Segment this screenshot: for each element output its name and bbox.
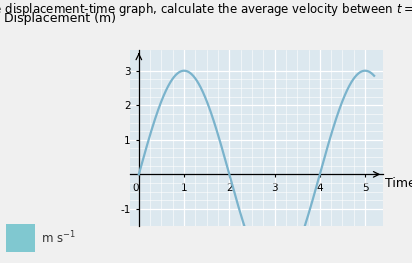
Text: $\mathrm{m\ s^{-1}}$: $\mathrm{m\ s^{-1}}$ [41, 230, 76, 246]
Text: Displacement (m): Displacement (m) [4, 12, 116, 25]
Text: Time (s): Time (s) [385, 177, 412, 190]
Text: Using the displacement-time graph, calculate the average velocity between $t = 0: Using the displacement-time graph, calcu… [0, 1, 412, 18]
